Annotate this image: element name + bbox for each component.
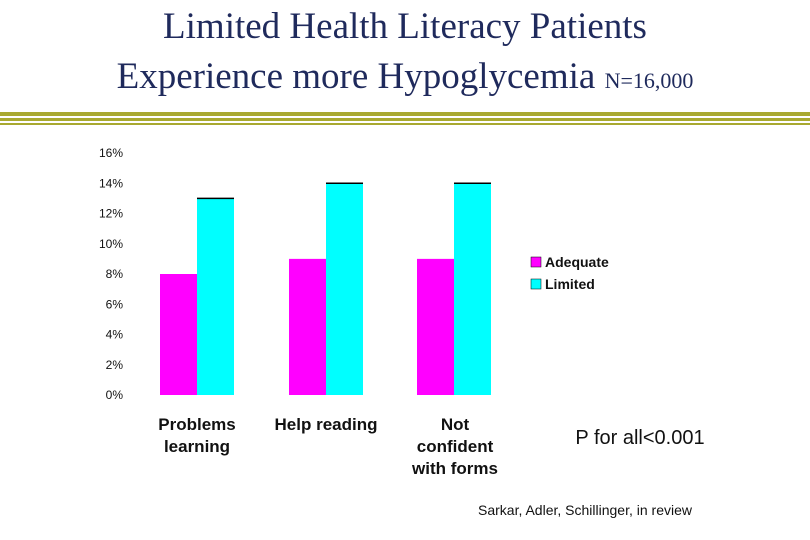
title-rule-bottom	[0, 123, 810, 125]
legend-swatch-limited	[530, 278, 542, 290]
y-tick-label: 8%	[106, 267, 124, 281]
category-label-line: Help reading	[275, 415, 378, 434]
bar-limited	[197, 198, 234, 395]
category-label-line: learning	[164, 437, 230, 456]
y-tick-label: 16%	[99, 146, 123, 160]
y-tick-label: 6%	[106, 297, 124, 311]
y-tick-label: 0%	[106, 388, 124, 402]
legend: Adequate Limited	[530, 254, 609, 292]
source-citation: Sarkar, Adler, Schillinger, in review	[478, 502, 692, 518]
bars	[160, 182, 491, 395]
bar-adequate	[160, 274, 197, 395]
y-tick-label: 4%	[106, 328, 124, 342]
p-value-note: P for all<0.001	[575, 427, 705, 449]
slide-title-line2: Experience more Hypoglycemia N=16,000	[0, 54, 810, 104]
category-labels: Problems learning Help reading Not confident…	[158, 415, 498, 478]
bar-limited	[326, 183, 363, 395]
y-tick-label: 14%	[99, 176, 123, 190]
y-tick-label: 10%	[99, 237, 123, 251]
category-label: Problems learning	[158, 415, 235, 456]
y-tick-label: 2%	[106, 358, 124, 372]
category-label-line: confident	[417, 437, 494, 456]
y-tick-label: 12%	[99, 207, 123, 221]
legend-label-limited: Limited	[545, 276, 595, 292]
title-rule-top	[0, 112, 810, 116]
slide-title-main: Experience more Hypoglycemia	[116, 56, 596, 97]
category-label-line: Not	[441, 415, 470, 434]
sample-size-note: N=16,000	[604, 68, 694, 93]
y-axis-ticks: 0% 2% 4% 6% 8% 10% 12% 14% 16%	[99, 146, 123, 402]
category-label: Help reading	[275, 415, 378, 434]
category-label-line: with forms	[411, 459, 498, 478]
category-label-line: Problems	[158, 415, 235, 434]
bar-adequate	[417, 258, 454, 395]
category-label: Not confident with forms	[411, 415, 498, 478]
title-rule-middle	[0, 118, 810, 121]
bar-adequate	[289, 258, 326, 395]
legend-swatch-adequate	[530, 256, 542, 268]
slide-title-line1: Limited Health Literacy Patients	[163, 6, 647, 47]
bar-limited	[454, 183, 491, 395]
legend-label-adequate: Adequate	[545, 254, 609, 270]
